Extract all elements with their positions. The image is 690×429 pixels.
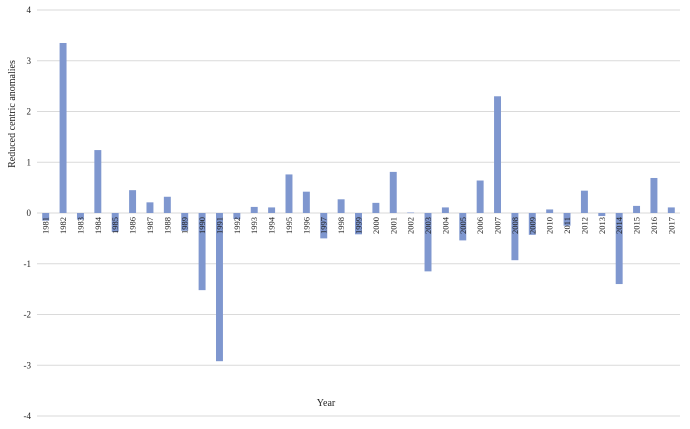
- x-tick-label: 2016: [649, 217, 659, 234]
- x-tick-label: 1981: [41, 217, 51, 234]
- bar-2002: [407, 212, 415, 214]
- bar-2014: [615, 213, 623, 285]
- bar-2003: [424, 213, 432, 272]
- bar-1987: [146, 202, 154, 213]
- x-tick-label: 1999: [354, 217, 364, 234]
- bar-1993: [250, 206, 258, 213]
- x-tick-label: 2011: [562, 217, 572, 234]
- bar-1996: [302, 191, 310, 213]
- bar-1994: [268, 207, 276, 213]
- y-axis-ticks: -4 -3 -2 -1 0 1 2 3 4: [24, 5, 32, 421]
- bar-1991: [215, 213, 223, 362]
- x-tick-label: 2000: [371, 217, 381, 234]
- y-tick-label: 0: [27, 208, 32, 218]
- bar-1999: [355, 213, 362, 235]
- x-axis-ticks: 1981 1982 1983 1984 1985 1986 1987 1988 1989 1990…: [41, 216, 677, 234]
- y-axis-title: Reduced centric anomalies: [7, 60, 18, 168]
- x-tick-label: 1989: [180, 217, 190, 234]
- bar-2007: [494, 96, 502, 213]
- bar-1990: [198, 213, 206, 291]
- bar-1988: [163, 196, 171, 213]
- x-tick-label: 1987: [145, 217, 155, 234]
- bar-2004: [441, 207, 449, 213]
- bar-1986: [129, 190, 137, 213]
- bar-1984: [94, 150, 102, 213]
- bar-1989: [181, 213, 189, 231]
- x-tick-label: 1985: [110, 217, 120, 234]
- bar-2013: [598, 213, 606, 217]
- bar-2015: [633, 205, 641, 213]
- x-tick-label: 2017: [666, 217, 676, 234]
- x-tick-label: 2004: [440, 216, 450, 234]
- bar-2008: [511, 213, 519, 261]
- x-tick-label: 1993: [249, 217, 259, 234]
- x-tick-label: 1994: [267, 216, 277, 234]
- bar-2005: [459, 213, 467, 241]
- bar-1985: [111, 213, 119, 232]
- x-tick-label: 1996: [301, 217, 311, 234]
- bar-2000: [372, 202, 380, 213]
- bar-2016: [650, 177, 658, 213]
- y-tick-label: -2: [24, 310, 32, 320]
- bar-2001: [389, 171, 397, 213]
- bar-1995: [285, 174, 293, 213]
- x-tick-label: 2006: [475, 217, 485, 234]
- x-axis-title: Year: [317, 398, 336, 409]
- bar-2010: [546, 209, 554, 213]
- x-tick-label: 1992: [232, 217, 242, 234]
- x-tick-label: 1991: [214, 217, 224, 234]
- x-tick-label: 2003: [423, 217, 433, 234]
- bar-1981: [42, 213, 50, 221]
- x-tick-label: 2010: [545, 217, 555, 234]
- x-tick-label: 2014: [614, 216, 624, 234]
- bar-2011: [563, 213, 571, 226]
- x-tick-label: 1988: [162, 217, 172, 234]
- y-tick-label: -3: [24, 360, 32, 370]
- x-tick-label: 1990: [197, 217, 207, 234]
- x-tick-label: 1982: [58, 217, 68, 234]
- bar-1998: [337, 199, 345, 213]
- y-tick-label: 2: [27, 107, 32, 117]
- y-tick-label: 3: [27, 56, 32, 66]
- bar-2009: [528, 213, 536, 235]
- y-tick-label: -4: [24, 411, 32, 421]
- x-tick-label: 1983: [75, 217, 85, 234]
- x-tick-label: 2005: [458, 217, 468, 234]
- y-tick-label: 1: [27, 157, 32, 167]
- bars: [42, 42, 675, 362]
- x-tick-label: 2008: [510, 217, 520, 234]
- x-tick-label: 2007: [493, 217, 503, 234]
- x-tick-label: 1998: [336, 217, 346, 234]
- y-tick-label: -1: [24, 259, 32, 269]
- x-tick-label: 1984: [93, 216, 103, 234]
- x-tick-label: 2009: [527, 217, 537, 234]
- bar-2012: [580, 190, 588, 213]
- y-tick-label: 4: [27, 5, 32, 15]
- bar-2006: [476, 180, 484, 213]
- bar-1992: [233, 213, 241, 220]
- bar-1997: [320, 213, 328, 239]
- x-tick-label: 2001: [388, 217, 398, 234]
- x-tick-label: 2002: [406, 217, 416, 234]
- x-tick-label: 2012: [579, 217, 589, 234]
- x-tick-label: 2015: [632, 217, 642, 234]
- x-tick-label: 1997: [319, 217, 329, 234]
- x-tick-label: 1995: [284, 217, 294, 234]
- bar-1983: [76, 213, 84, 220]
- x-tick-label: 2013: [597, 217, 607, 234]
- x-tick-label: 1986: [128, 217, 138, 234]
- bar-1982: [59, 42, 67, 213]
- bar-2017: [667, 207, 675, 213]
